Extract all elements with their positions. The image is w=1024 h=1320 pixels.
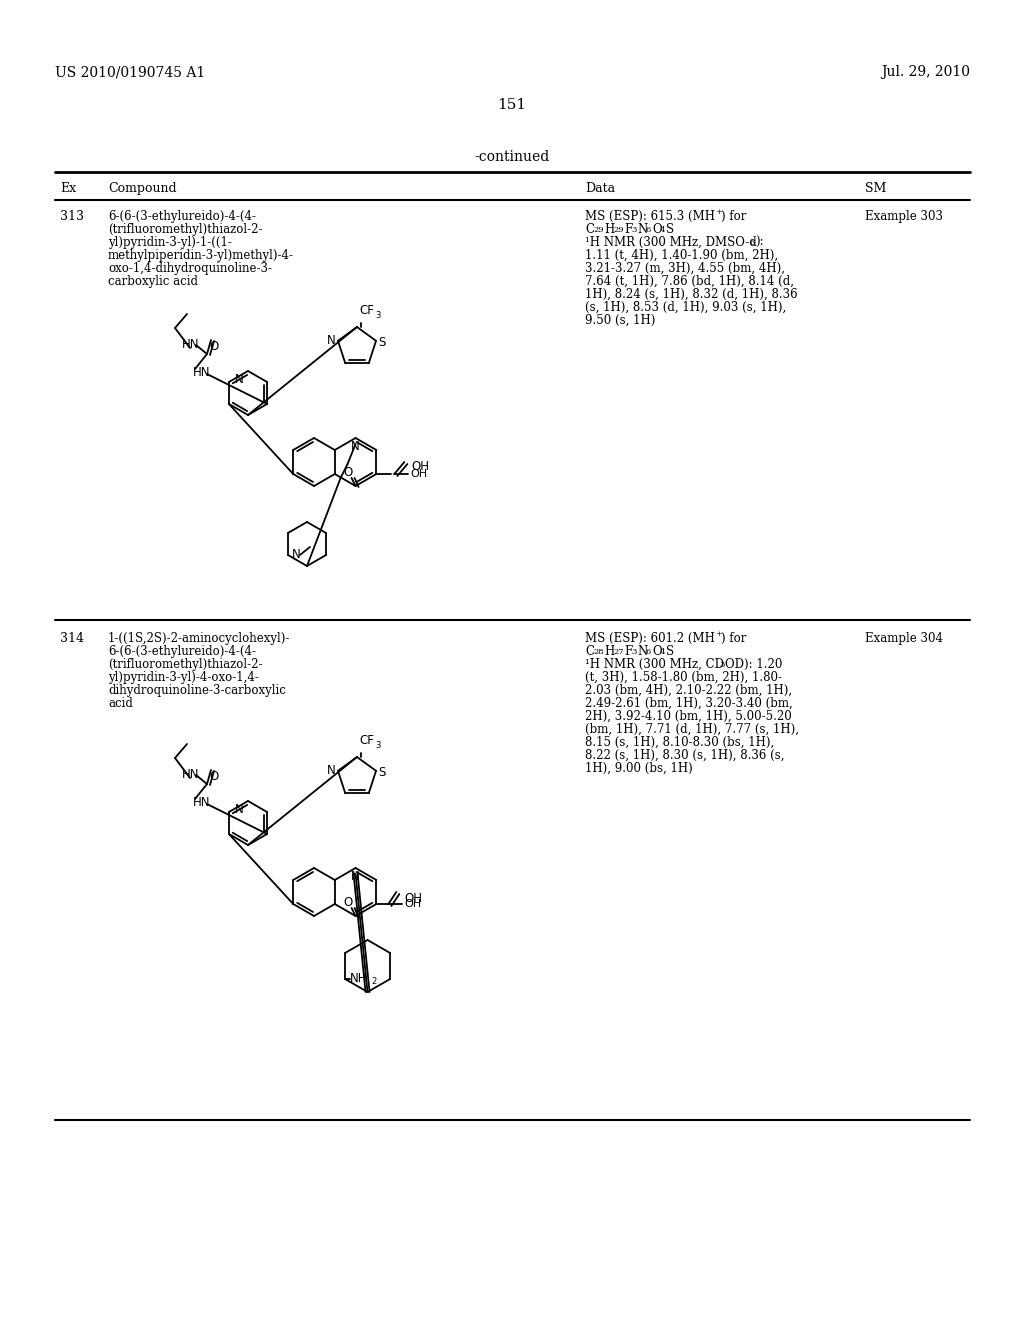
Text: O: O: [652, 645, 662, 657]
Text: Compound: Compound: [108, 182, 176, 195]
Text: carboxylic acid: carboxylic acid: [108, 275, 198, 288]
Text: SM: SM: [865, 182, 887, 195]
Text: N: N: [351, 870, 360, 883]
Text: +: +: [715, 209, 722, 216]
Text: 2: 2: [371, 978, 376, 986]
Text: S: S: [378, 337, 385, 350]
Text: 6-(6-(3-ethylureido)-4-(4-: 6-(6-(3-ethylureido)-4-(4-: [108, 645, 256, 657]
Text: ) for: ) for: [721, 632, 746, 645]
Text: ¹H NMR (300 MHz, DMSO-d: ¹H NMR (300 MHz, DMSO-d: [585, 236, 757, 249]
Text: OH: OH: [404, 899, 422, 909]
Text: CF: CF: [359, 734, 374, 747]
Text: NH: NH: [350, 973, 368, 986]
Text: 2.03 (bm, 4H), 2.10-2.22 (bm, 1H),: 2.03 (bm, 4H), 2.10-2.22 (bm, 1H),: [585, 684, 793, 697]
Text: MS (ESP): 601.2 (MH: MS (ESP): 601.2 (MH: [585, 632, 715, 645]
Text: OH: OH: [411, 469, 427, 479]
Text: 4: 4: [660, 226, 666, 234]
Text: 314: 314: [60, 632, 84, 645]
Text: +: +: [715, 630, 722, 638]
Text: HN: HN: [193, 796, 211, 808]
Text: US 2010/0190745 A1: US 2010/0190745 A1: [55, 65, 205, 79]
Text: (s, 1H), 8.53 (d, 1H), 9.03 (s, 1H),: (s, 1H), 8.53 (d, 1H), 9.03 (s, 1H),: [585, 301, 786, 314]
Text: 3: 3: [375, 312, 380, 319]
Text: N: N: [236, 374, 244, 385]
Text: HN: HN: [193, 366, 211, 379]
Text: S: S: [378, 767, 385, 779]
Text: 1H), 8.24 (s, 1H), 8.32 (d, 1H), 8.36: 1H), 8.24 (s, 1H), 8.32 (d, 1H), 8.36: [585, 288, 798, 301]
Text: 27: 27: [613, 648, 624, 656]
Text: Example 303: Example 303: [865, 210, 943, 223]
Text: -continued: -continued: [474, 150, 550, 164]
Text: (bm, 1H), 7.71 (d, 1H), 7.77 (s, 1H),: (bm, 1H), 7.71 (d, 1H), 7.77 (s, 1H),: [585, 723, 799, 737]
Text: OH: OH: [404, 891, 422, 904]
Text: oxo-1,4-dihydroquinoline-3-: oxo-1,4-dihydroquinoline-3-: [108, 261, 272, 275]
Text: 9.50 (s, 1H): 9.50 (s, 1H): [585, 314, 655, 327]
Text: OH: OH: [412, 459, 429, 473]
Text: (t, 3H), 1.58-1.80 (bm, 2H), 1.80-: (t, 3H), 1.58-1.80 (bm, 2H), 1.80-: [585, 671, 782, 684]
Text: ) for: ) for: [721, 210, 746, 223]
Text: Ex: Ex: [60, 182, 76, 195]
Text: O: O: [343, 895, 352, 908]
Text: methylpiperidin-3-yl)methyl)-4-: methylpiperidin-3-yl)methyl)-4-: [108, 249, 294, 261]
Text: 3: 3: [719, 661, 724, 669]
Text: 2.49-2.61 (bm, 1H), 3.20-3.40 (bm,: 2.49-2.61 (bm, 1H), 3.20-3.40 (bm,: [585, 697, 793, 710]
Text: H: H: [604, 223, 614, 236]
Text: N: N: [637, 223, 647, 236]
Text: MS (ESP): 615.3 (MH: MS (ESP): 615.3 (MH: [585, 210, 715, 223]
Text: CF: CF: [359, 304, 374, 317]
Text: (trifluoromethyl)thiazol-2-: (trifluoromethyl)thiazol-2-: [108, 223, 262, 236]
Text: 1H), 9.00 (bs, 1H): 1H), 9.00 (bs, 1H): [585, 762, 693, 775]
Text: 3: 3: [631, 648, 636, 656]
Text: S: S: [666, 223, 674, 236]
Text: 1-((1S,2S)-2-aminocyclohexyl)-: 1-((1S,2S)-2-aminocyclohexyl)-: [108, 632, 291, 645]
Text: acid: acid: [108, 697, 133, 710]
Text: 29: 29: [613, 226, 624, 234]
Text: (trifluoromethyl)thiazol-2-: (trifluoromethyl)thiazol-2-: [108, 657, 262, 671]
Text: C: C: [585, 645, 594, 657]
Text: 6: 6: [646, 226, 651, 234]
Text: N: N: [236, 803, 244, 816]
Text: 7.64 (t, 1H), 7.86 (bd, 1H), 8.14 (d,: 7.64 (t, 1H), 7.86 (bd, 1H), 8.14 (d,: [585, 275, 794, 288]
Text: O: O: [209, 341, 218, 354]
Text: 2H), 3.92-4.10 (bm, 1H), 5.00-5.20: 2H), 3.92-4.10 (bm, 1H), 5.00-5.20: [585, 710, 792, 723]
Text: 6: 6: [646, 648, 651, 656]
Text: 3.21-3.27 (m, 3H), 4.55 (bm, 4H),: 3.21-3.27 (m, 3H), 4.55 (bm, 4H),: [585, 261, 785, 275]
Text: 3: 3: [631, 226, 636, 234]
Text: N: N: [328, 334, 336, 347]
Text: 6-(6-(3-ethylureido)-4-(4-: 6-(6-(3-ethylureido)-4-(4-: [108, 210, 256, 223]
Text: ):: ):: [755, 236, 764, 249]
Text: O: O: [343, 466, 352, 479]
Text: O: O: [209, 771, 218, 784]
Text: yl)pyridin-3-yl)-4-oxo-1,4-: yl)pyridin-3-yl)-4-oxo-1,4-: [108, 671, 259, 684]
Text: dihydroquinoline-3-carboxylic: dihydroquinoline-3-carboxylic: [108, 684, 286, 697]
Text: HN: HN: [182, 768, 200, 781]
Text: 313: 313: [60, 210, 84, 223]
Text: N: N: [637, 645, 647, 657]
Text: 151: 151: [498, 98, 526, 112]
Text: F: F: [624, 645, 632, 657]
Text: S: S: [666, 645, 674, 657]
Text: N: N: [292, 549, 301, 561]
Text: O: O: [652, 223, 662, 236]
Text: 8.22 (s, 1H), 8.30 (s, 1H), 8.36 (s,: 8.22 (s, 1H), 8.30 (s, 1H), 8.36 (s,: [585, 748, 784, 762]
Text: yl)pyridin-3-yl)-1-((1-: yl)pyridin-3-yl)-1-((1-: [108, 236, 231, 249]
Text: 28: 28: [593, 648, 603, 656]
Text: F: F: [624, 223, 632, 236]
Text: N: N: [351, 440, 360, 453]
Text: Jul. 29, 2010: Jul. 29, 2010: [881, 65, 970, 79]
Text: 4: 4: [660, 648, 666, 656]
Text: C: C: [585, 223, 594, 236]
Text: Example 304: Example 304: [865, 632, 943, 645]
Text: 3: 3: [375, 741, 380, 750]
Text: 29: 29: [593, 226, 603, 234]
Text: 6: 6: [749, 239, 755, 247]
Text: N: N: [328, 764, 336, 777]
Text: ¹H NMR (300 MHz, CD: ¹H NMR (300 MHz, CD: [585, 657, 724, 671]
Text: Data: Data: [585, 182, 615, 195]
Text: H: H: [604, 645, 614, 657]
Text: 1.11 (t, 4H), 1.40-1.90 (bm, 2H),: 1.11 (t, 4H), 1.40-1.90 (bm, 2H),: [585, 249, 778, 261]
Text: OD): 1.20: OD): 1.20: [725, 657, 782, 671]
Text: HN: HN: [182, 338, 200, 351]
Text: 8.15 (s, 1H), 8.10-8.30 (bs, 1H),: 8.15 (s, 1H), 8.10-8.30 (bs, 1H),: [585, 737, 774, 748]
